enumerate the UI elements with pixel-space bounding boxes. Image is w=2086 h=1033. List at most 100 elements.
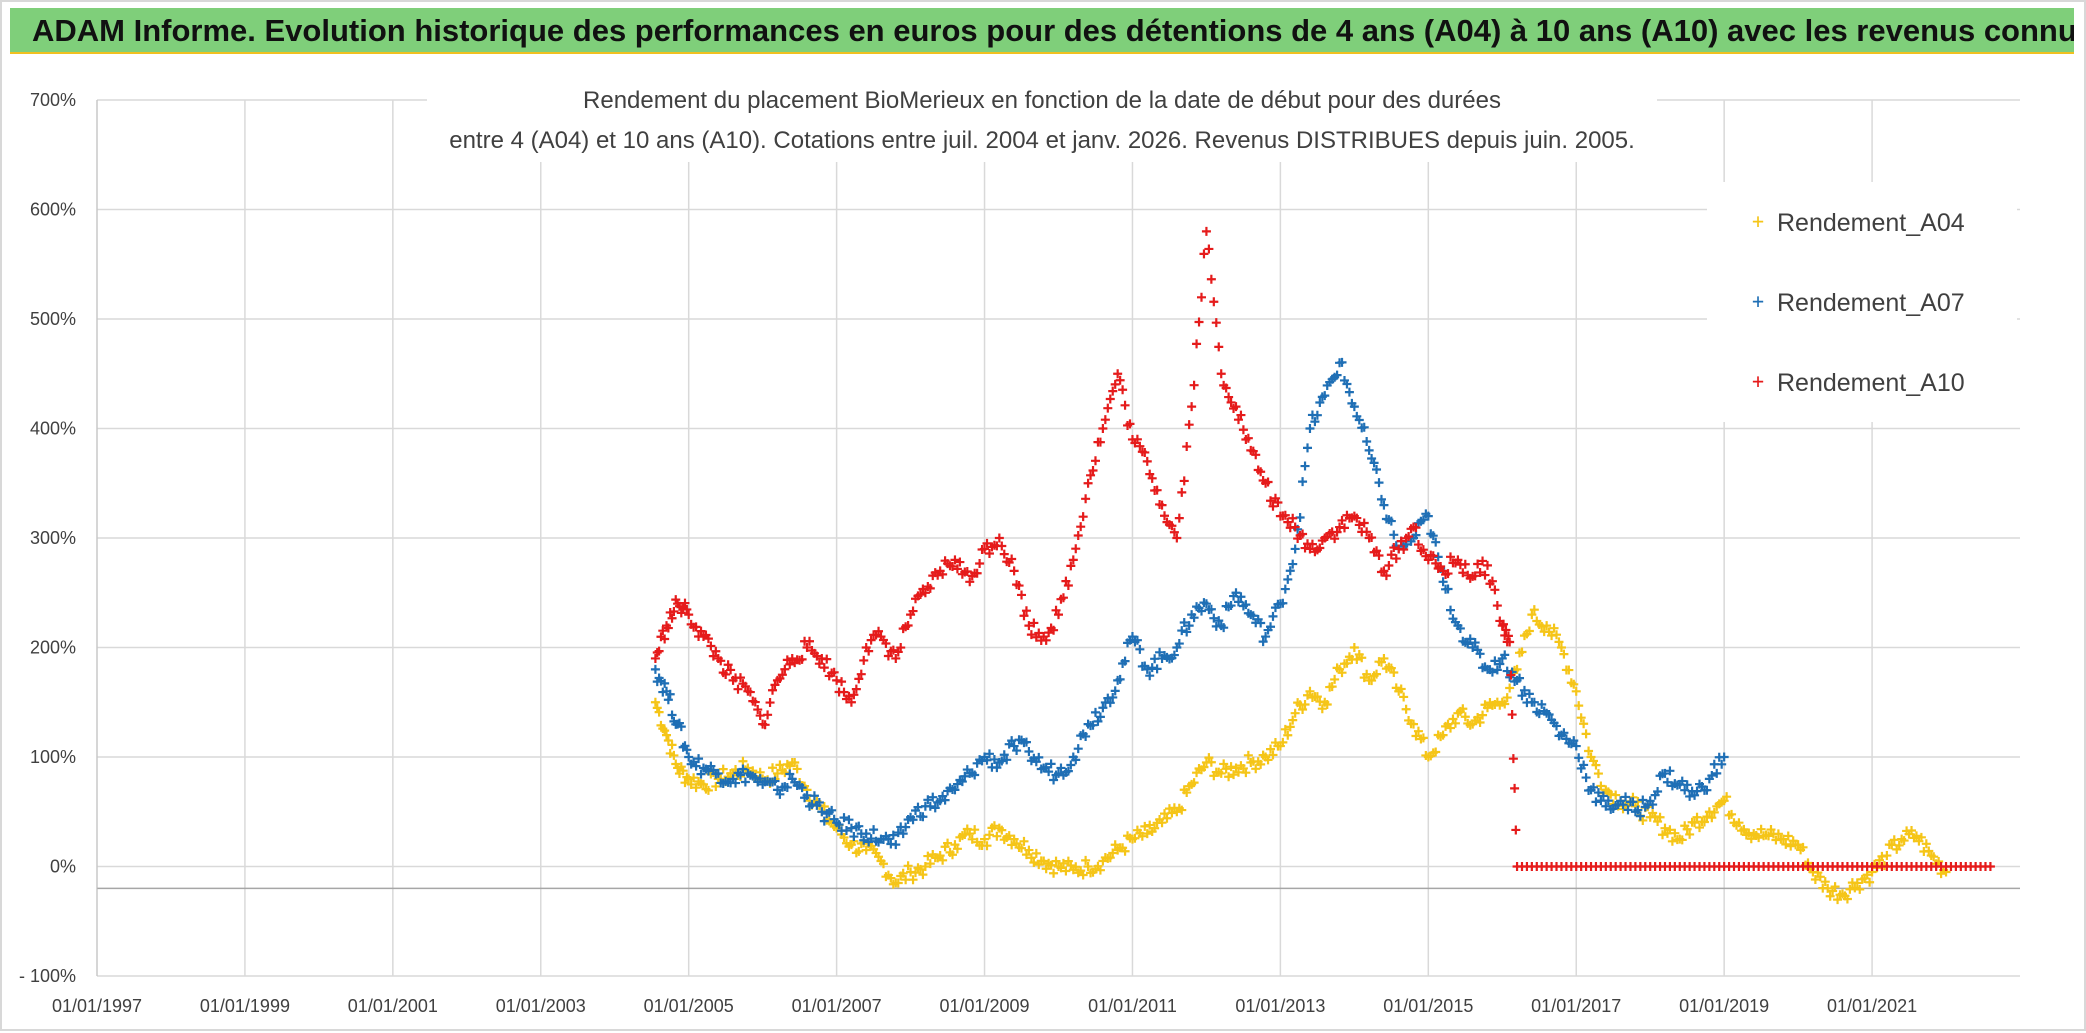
data-point — [1132, 434, 1142, 444]
data-point — [1182, 627, 1192, 637]
data-point — [1374, 550, 1384, 560]
data-point — [1189, 778, 1199, 788]
data-point — [1431, 537, 1441, 547]
data-point — [1507, 710, 1517, 720]
data-point — [650, 653, 660, 663]
data-point — [1349, 402, 1359, 412]
data-point — [1115, 674, 1125, 684]
data-point — [1029, 857, 1039, 867]
data-point — [1046, 759, 1056, 769]
data-point — [1544, 709, 1554, 719]
data-point — [1049, 625, 1059, 635]
data-point — [1786, 841, 1796, 851]
data-point — [918, 812, 928, 822]
data-point — [1219, 759, 1229, 769]
data-point — [1046, 860, 1056, 870]
data-point — [650, 697, 660, 707]
data-point — [1465, 634, 1475, 644]
data-point — [1305, 686, 1315, 696]
data-point — [982, 841, 992, 851]
data-point — [1189, 380, 1199, 390]
data-point — [1172, 533, 1182, 543]
data-point — [1115, 375, 1125, 385]
data-point — [1066, 561, 1076, 571]
data-point — [726, 665, 736, 675]
data-point — [809, 791, 819, 801]
data-point — [1088, 465, 1098, 475]
data-point — [984, 548, 994, 558]
data-point — [1633, 805, 1643, 815]
data-point — [1290, 522, 1300, 532]
data-point — [1677, 776, 1687, 786]
data-point — [1256, 467, 1266, 477]
data-point — [1722, 792, 1732, 802]
data-point — [1233, 597, 1243, 607]
data-point — [1303, 443, 1312, 453]
data-point — [1623, 805, 1633, 815]
data-point — [1280, 724, 1290, 734]
data-point — [1739, 824, 1749, 834]
data-point — [738, 764, 748, 774]
data-point — [1332, 370, 1342, 380]
data-point — [660, 678, 670, 688]
data-point — [940, 795, 950, 805]
data-point — [1833, 895, 1843, 905]
data-point — [1063, 766, 1073, 776]
data-point — [841, 825, 851, 835]
data-point — [1372, 669, 1382, 679]
data-point — [999, 750, 1009, 760]
data-point — [1658, 830, 1668, 840]
data-point — [1667, 836, 1677, 846]
data-point — [1298, 529, 1308, 539]
data-point — [1256, 759, 1266, 769]
data-point — [1524, 626, 1534, 636]
data-point — [1552, 630, 1562, 640]
data-point — [908, 875, 918, 885]
data-point — [908, 606, 918, 616]
data-point — [1473, 559, 1483, 569]
data-point — [669, 750, 679, 760]
data-point — [1709, 807, 1719, 817]
data-point — [1503, 631, 1513, 641]
data-point — [1251, 450, 1261, 460]
data-point — [1283, 730, 1293, 740]
data-point — [1090, 456, 1100, 466]
data-point — [1071, 862, 1081, 872]
data-point — [1105, 853, 1115, 863]
data-point — [1352, 655, 1362, 665]
data-point — [1145, 671, 1155, 681]
data-point — [1105, 698, 1115, 708]
data-point — [1352, 513, 1362, 523]
data-point — [943, 838, 953, 848]
data-point — [819, 802, 829, 812]
data-point — [1110, 379, 1120, 389]
data-point — [1312, 410, 1322, 420]
data-point — [1438, 577, 1448, 587]
data-point — [1142, 664, 1152, 674]
data-point — [1389, 530, 1399, 540]
data-point — [891, 840, 901, 850]
data-point — [1066, 760, 1076, 770]
data-point — [898, 868, 908, 878]
data-point — [923, 851, 933, 861]
data-point — [819, 816, 829, 826]
data-point — [967, 834, 977, 844]
data-point — [1660, 823, 1670, 833]
data-point — [984, 749, 994, 759]
data-point — [1386, 516, 1396, 526]
data-point — [819, 663, 829, 673]
data-point — [1268, 501, 1278, 511]
data-point — [1362, 527, 1372, 537]
legend-marker-a10: + — [1752, 369, 1764, 393]
data-point — [950, 785, 960, 795]
data-point — [1362, 437, 1372, 447]
data-point — [861, 829, 871, 839]
data-point — [1266, 744, 1276, 754]
data-point — [1492, 601, 1502, 611]
data-point — [1517, 647, 1527, 657]
data-point — [1049, 775, 1059, 785]
data-point — [1502, 693, 1512, 703]
data-point — [997, 756, 1007, 766]
data-point — [1261, 632, 1271, 642]
data-point — [1206, 757, 1216, 767]
